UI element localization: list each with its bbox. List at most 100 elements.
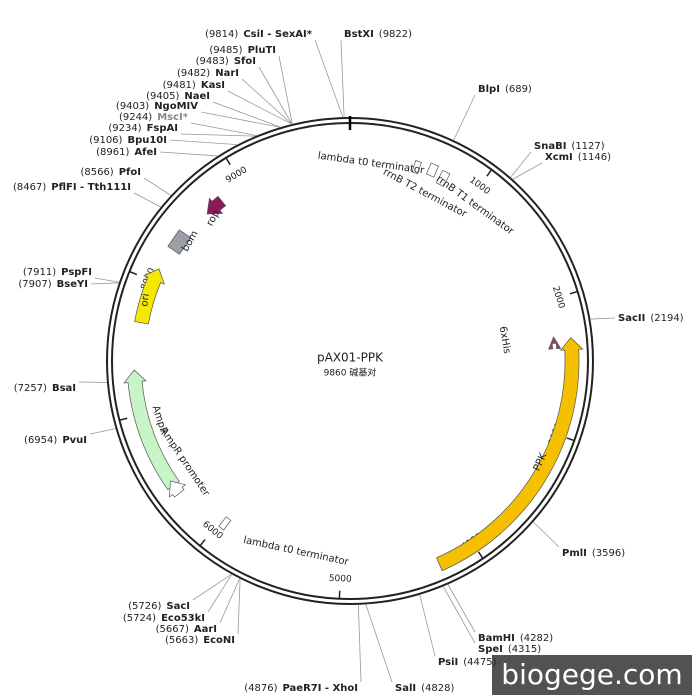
rop-arrow [206, 195, 227, 215]
site-leader [190, 122, 257, 136]
site-name: PvuI [62, 435, 87, 446]
site-position: (5663) [165, 635, 198, 646]
site-leader [192, 573, 232, 601]
site-name: SacII [618, 313, 645, 324]
site-label: BstXI (9822) [344, 29, 412, 40]
site-label: PmlI (3596) [562, 548, 625, 559]
site-position: (3596) [592, 548, 625, 559]
site-name: BseYI [57, 279, 88, 290]
site-name: NarI [215, 68, 239, 79]
site-label: (9244) MscI* [119, 112, 189, 123]
scale-label: 9000 [224, 165, 249, 186]
site-label: (9814) CsiI - SexAI* [205, 29, 313, 40]
site-position: (1127) [571, 141, 604, 152]
bom-box [167, 229, 192, 255]
site-name: SpeI [478, 644, 503, 655]
site-name: BsaI [52, 383, 76, 394]
ampr-arrow [123, 369, 180, 491]
site-leader [159, 151, 218, 157]
site-position: (9482) [177, 68, 210, 79]
site-name: CsiI - SexAI* [243, 29, 312, 40]
site-label: (9482) NarI [177, 68, 239, 79]
scale-tick [129, 270, 138, 276]
site-leader [442, 586, 476, 644]
site-position: (9405) [146, 91, 179, 102]
site-position: (9485) [209, 45, 242, 56]
site-leader [143, 177, 172, 196]
ppk-arrow [436, 337, 584, 572]
site-name: PfoI [119, 167, 141, 178]
site-name: NgoMIV [154, 101, 198, 112]
feature-label: lambda t0 terminator [317, 151, 426, 177]
site-name: BamHI [478, 633, 515, 644]
site-leader [419, 594, 436, 657]
site-name: XcmI [545, 152, 573, 163]
terminator-box [218, 516, 232, 531]
site-position: (6954) [24, 435, 57, 446]
site-leader [278, 55, 293, 125]
site-leader [453, 94, 476, 141]
site-leader [200, 111, 281, 128]
site-position: (9244) [119, 112, 152, 123]
site-leader [237, 578, 241, 635]
site-label: (5724) Eco53kI [123, 613, 205, 624]
site-leader [314, 39, 344, 118]
scale-tick [119, 417, 128, 422]
site-label: (8467) PflFI - Tth111I [13, 182, 131, 193]
site-name: SacI [166, 601, 190, 612]
site-leader [258, 66, 293, 125]
scale-label: 5000 [329, 574, 353, 585]
feature-label: ori [139, 293, 152, 307]
site-label: (7911) PspFI [23, 267, 92, 278]
feature-label: lambda t0 terminator [242, 535, 350, 568]
site-name: PsiI [438, 657, 458, 668]
site-label: (8566) PfoI [80, 167, 141, 178]
site-name: Bpu10I [127, 135, 167, 146]
site-position: (1146) [578, 152, 611, 163]
scale-tick [566, 437, 575, 442]
site-position: (4315) [508, 644, 541, 655]
plasmid-name: pAX01-PPK [317, 351, 384, 365]
site-label: BlpI (689) [478, 84, 532, 95]
scale-label: 6000 [200, 520, 224, 542]
ampr-promoter-arrow [169, 480, 187, 498]
site-name: KasI [201, 80, 225, 91]
plasmid-length: 9860 碱基对 [324, 367, 377, 379]
site-label: (9405) NaeI [146, 91, 210, 102]
site-position: (4828) [421, 683, 454, 694]
site-position: (4475) [463, 657, 496, 668]
site-position: (8961) [96, 147, 129, 158]
site-position: (7911) [23, 267, 56, 278]
feature-label: 6xHis [497, 325, 513, 354]
site-name: PmlI [562, 548, 587, 559]
site-position: (9814) [205, 29, 238, 40]
site-position: (9106) [89, 135, 122, 146]
site-label: (4876) PaeR7I - XhoI [244, 683, 358, 694]
site-leader [365, 604, 393, 683]
site-position: (689) [505, 84, 532, 95]
site-label: (6954) PvuI [24, 435, 87, 446]
site-leader [241, 78, 293, 125]
watermark-box [492, 655, 692, 695]
site-label: (5726) SacI [128, 601, 190, 612]
site-label: BamHI (4282) [478, 633, 553, 644]
site-label: (5667) AarI [156, 624, 217, 635]
site-position: (4876) [244, 683, 277, 694]
site-name: SfoI [234, 56, 256, 67]
terminator-box [425, 162, 440, 178]
site-leader [533, 521, 560, 548]
scale-tick [486, 169, 493, 177]
scale-tick [569, 290, 578, 295]
site-name: PspFI [61, 267, 92, 278]
site-label: (9106) Bpu10I [89, 135, 167, 146]
site-label: SalI (4828) [395, 683, 454, 694]
site-label: (7907) BseYI [18, 279, 88, 290]
site-label: SacII (2194) [618, 313, 684, 324]
site-leader [169, 139, 238, 146]
site-leader [89, 428, 116, 435]
site-position: (9403) [116, 101, 149, 112]
site-name: AfeI [134, 147, 157, 158]
site-leader [512, 162, 543, 180]
scale-tick [225, 157, 231, 166]
